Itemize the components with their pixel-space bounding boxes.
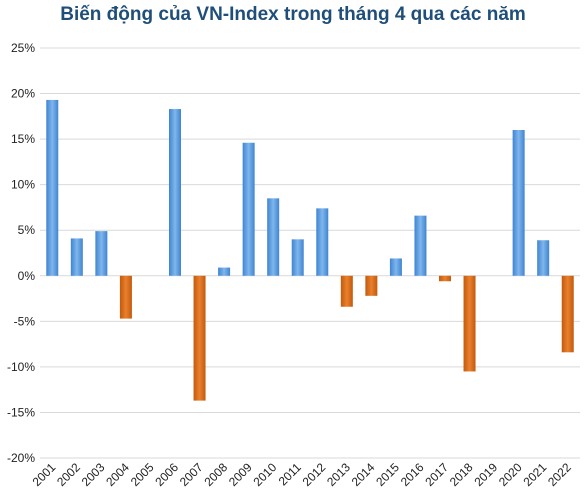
bar-2017 <box>439 275 451 282</box>
y-tick-label: 10% <box>11 178 35 192</box>
y-tick-label: 0% <box>18 269 36 283</box>
x-tick-label: 2009 <box>226 460 255 489</box>
y-tick-label: -5% <box>14 314 36 328</box>
bar-2002 <box>70 238 83 276</box>
x-tick-label: 2003 <box>79 460 108 489</box>
x-tick-label: 2007 <box>177 460 206 489</box>
bar-2016 <box>414 215 427 276</box>
bar-2009 <box>242 142 255 276</box>
bars <box>46 99 574 401</box>
x-tick-label: 2021 <box>521 460 550 489</box>
y-tick-label: 20% <box>11 87 35 101</box>
x-tick-label: 2019 <box>471 460 500 489</box>
bar-2014 <box>365 275 378 296</box>
x-tick-label: 2018 <box>447 460 476 489</box>
x-tick-label: 2004 <box>103 460 132 489</box>
x-tick-label: 2011 <box>276 460 304 488</box>
y-tick-label: 5% <box>18 223 36 237</box>
bar-2012 <box>316 208 329 276</box>
bar-2021 <box>537 240 550 276</box>
bar-2022 <box>561 275 574 353</box>
x-tick-label: 2015 <box>373 460 402 489</box>
x-tick-label: 2014 <box>349 460 378 489</box>
y-tick-label: -10% <box>7 360 35 374</box>
x-tick-label: 2012 <box>300 460 329 489</box>
y-tick-label: -15% <box>7 405 35 419</box>
bar-2001 <box>46 99 59 276</box>
bar-2007 <box>193 275 206 401</box>
bar-2013 <box>340 275 353 307</box>
x-tick-label: 2022 <box>545 460 574 489</box>
x-tick-label: 2005 <box>128 460 157 489</box>
bar-2015 <box>389 258 402 276</box>
y-tick-label: 25% <box>11 41 35 55</box>
bar-2003 <box>95 231 108 276</box>
y-tick-label: -20% <box>7 451 35 465</box>
bar-2008 <box>218 267 231 276</box>
bar-2011 <box>291 239 304 276</box>
bar-2020 <box>512 130 525 276</box>
bar-2004 <box>119 275 132 319</box>
bar-2006 <box>169 109 181 276</box>
x-tick-label: 2002 <box>54 460 83 489</box>
x-tick-label: 2020 <box>496 460 525 489</box>
x-tick-label: 2017 <box>422 460 451 489</box>
x-tick-label: 2006 <box>152 460 181 489</box>
chart-title: Biến động của VN-Index trong tháng 4 qua… <box>60 4 526 25</box>
x-tick-label: 2016 <box>398 460 427 489</box>
bar-2018 <box>463 275 476 372</box>
x-axis: 2001200220032004200520062007200820092010… <box>30 460 574 489</box>
x-tick-label: 2013 <box>324 460 353 489</box>
y-tick-label: 15% <box>11 132 35 146</box>
x-tick-label: 2010 <box>251 460 280 489</box>
bar-2010 <box>267 198 280 276</box>
y-axis: 25% 20% 15% 10% 5% 0% -5% -10% -15% -20% <box>7 41 35 465</box>
grid-lines <box>40 47 580 459</box>
x-tick-label: 2008 <box>201 460 230 489</box>
